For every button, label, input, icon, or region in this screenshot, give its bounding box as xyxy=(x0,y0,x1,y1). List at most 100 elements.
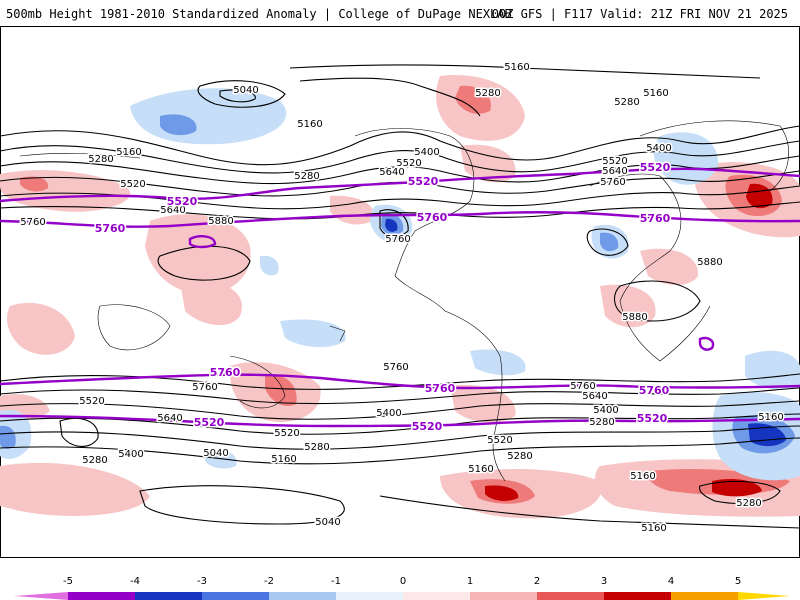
colorbar-tick-label: 3 xyxy=(601,576,607,587)
contour-label: 5760 xyxy=(639,384,670,397)
colorbar-tick-label: -5 xyxy=(63,576,73,587)
contour-label: 5280 xyxy=(304,442,329,453)
contour-label: 5160 xyxy=(758,412,783,423)
contour-label: 5040 xyxy=(233,85,258,96)
map-title: 500mb Height 1981-2010 Standardized Anom… xyxy=(6,7,512,21)
contour-label: 5760 xyxy=(570,381,595,392)
contour-label: 5520 xyxy=(194,416,225,429)
contour-label: 5160 xyxy=(643,88,668,99)
contour-label: 5280 xyxy=(88,154,113,165)
anomaly-negative-region xyxy=(260,255,279,276)
anomaly-positive-region xyxy=(7,302,75,355)
anomaly-positive-region xyxy=(0,462,150,516)
contour-label: 5520 xyxy=(396,158,421,169)
contour-label: 5640 xyxy=(379,167,404,178)
anomaly-positive-region xyxy=(20,176,49,192)
anomaly-positive-region xyxy=(746,183,773,209)
anomaly-positive-region xyxy=(450,385,516,423)
colorbar-tick-label: -2 xyxy=(264,576,274,587)
anomaly-negative-region xyxy=(0,425,16,449)
contour-label: 5640 xyxy=(582,391,607,402)
contour-label: 5400 xyxy=(593,405,618,416)
colorbar-tick-labels: -5 -4 -3 -2 -1 0 1 2 3 4 5 xyxy=(63,576,741,587)
contour-label: 5400 xyxy=(376,408,401,419)
contour-label: 5280 xyxy=(614,97,639,108)
colorbar-tick-label: 5 xyxy=(735,576,741,587)
contour-label: 5160 xyxy=(504,62,529,73)
contour-label: 5760 xyxy=(383,362,408,373)
contour-label: 5160 xyxy=(116,147,141,158)
contour-label: 5760 xyxy=(425,382,456,395)
contour-label: 5520 xyxy=(637,412,668,425)
colorbar-arrow-right xyxy=(738,592,790,600)
colorbar-tick-label: -1 xyxy=(331,576,341,587)
contour-label: 5400 xyxy=(414,147,439,158)
contour-label: 5880 xyxy=(622,312,647,323)
anomaly-positive-region xyxy=(455,85,491,114)
anomaly-negative-region xyxy=(745,350,800,390)
contour-label: 5520 xyxy=(487,435,512,446)
contour-label: 5400 xyxy=(646,143,671,154)
colorbar-boxes xyxy=(14,592,790,600)
anomaly-negative-region xyxy=(470,349,526,376)
contour-label: 5760 xyxy=(192,382,217,393)
colorbar-box xyxy=(403,592,470,600)
anomaly-positive-region xyxy=(712,479,762,497)
colorbar-tick-label: -3 xyxy=(197,576,207,587)
colorbar-box xyxy=(68,592,135,600)
contour-label: 5160 xyxy=(271,454,296,465)
colorbar-tick-label: 4 xyxy=(668,576,674,587)
anomaly-positive-region xyxy=(640,248,699,285)
reference-contours xyxy=(0,167,800,428)
contour-label: 5520 xyxy=(412,420,443,433)
anomaly-negative-region xyxy=(280,319,346,348)
contour-label: 5400 xyxy=(118,449,143,460)
model-valid-time: 00Z GFS | F117 Valid: 21Z FRI NOV 21 202… xyxy=(491,7,788,21)
contour-label: 5520 xyxy=(408,175,439,188)
reference-contour-labels: 5520 5520 5520 5760 5760 5760 5760 5760 5760 5520… xyxy=(93,160,672,435)
colorbar-box xyxy=(470,592,537,600)
contour-label: 5760 xyxy=(600,177,625,188)
colorbar-tick-label: -4 xyxy=(130,576,140,587)
contour-label: 5640 xyxy=(602,166,627,177)
colorbar-tick-label: 1 xyxy=(467,576,473,587)
contour-label: 5640 xyxy=(157,413,182,424)
contour-label: 5760 xyxy=(385,234,410,245)
contour-label: 5160 xyxy=(641,523,666,534)
contour-label: 5160 xyxy=(630,471,655,482)
colorbar: -5 -4 -3 -2 -1 0 1 2 3 4 5 xyxy=(14,576,790,600)
contour-label: 5160 xyxy=(297,119,322,130)
anomaly-negative-region xyxy=(653,132,719,185)
anomaly-positive-region xyxy=(485,485,519,501)
contour-label: 5760 xyxy=(417,211,448,224)
colorbar-box xyxy=(537,592,604,600)
anomaly-negative-region xyxy=(600,232,619,252)
colorbar-box xyxy=(671,592,738,600)
colorbar-arrow-left xyxy=(14,592,68,600)
contour-label: 5520 xyxy=(274,428,299,439)
contour-label: 5280 xyxy=(507,451,532,462)
anomaly-positive-region xyxy=(265,375,297,407)
colorbar-box xyxy=(336,592,403,600)
contour-label: 5040 xyxy=(315,517,340,528)
anomaly-positive-region xyxy=(180,280,242,326)
contour-label: 5520 xyxy=(79,396,104,407)
contour-label: 5880 xyxy=(208,216,233,227)
contour-label: 5880 xyxy=(697,257,722,268)
colorbar-box xyxy=(604,592,671,600)
contour-label: 5760 xyxy=(640,212,671,225)
anomaly-negative-region xyxy=(160,114,197,136)
contour-label: 5280 xyxy=(736,498,761,509)
contour-label: 5760 xyxy=(95,222,126,235)
anomaly-positive-region xyxy=(600,284,656,328)
contour-label: 5040 xyxy=(203,448,228,459)
anomaly-negative-region xyxy=(385,218,398,232)
coastlines xyxy=(19,120,789,482)
contour-label: 5520 xyxy=(640,161,671,174)
colorbar-box xyxy=(135,592,202,600)
colorbar-box xyxy=(269,592,336,600)
colorbar-box xyxy=(202,592,269,600)
contour-label: 5760 xyxy=(20,217,45,228)
